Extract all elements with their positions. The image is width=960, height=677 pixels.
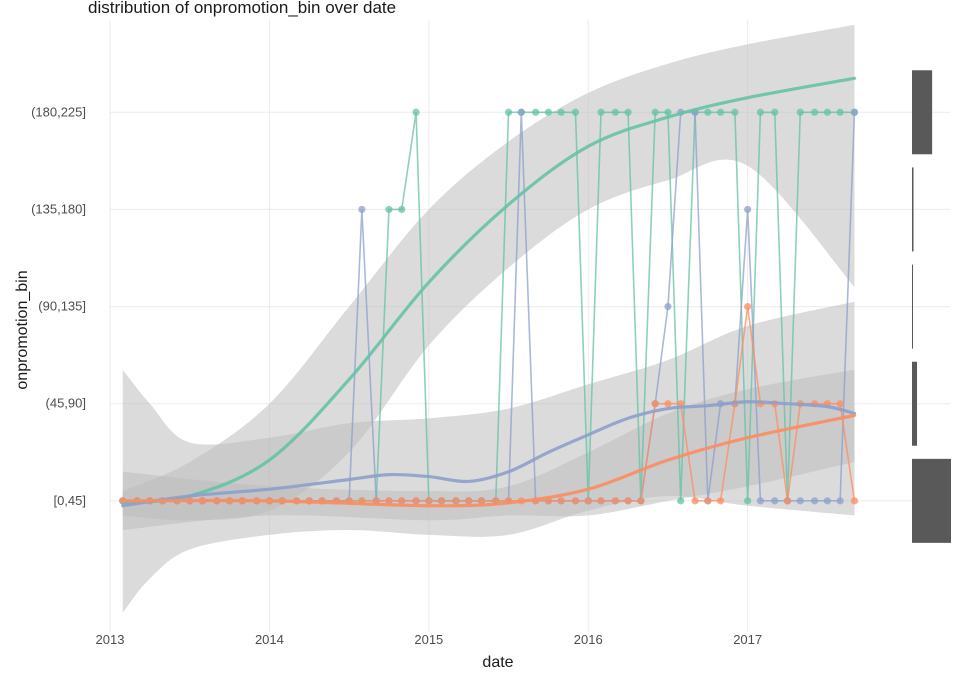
data-point <box>744 302 752 311</box>
trend-line <box>121 413 857 508</box>
data-point <box>756 497 765 505</box>
data-point <box>637 497 645 505</box>
data-point <box>465 497 473 505</box>
y-axis-title: onpromotion_bin <box>14 270 31 389</box>
y-tick-label: [0,45] <box>53 493 86 508</box>
data-point <box>651 108 659 116</box>
y-tick-label: (135,180] <box>31 201 86 216</box>
data-point <box>412 108 420 116</box>
data-point <box>850 108 859 116</box>
data-point <box>823 108 831 116</box>
data-point <box>716 497 725 505</box>
data-point <box>557 108 565 116</box>
data-point <box>811 497 819 505</box>
data-point <box>731 108 739 116</box>
data-point <box>836 497 844 505</box>
data-point <box>651 400 659 408</box>
data-point <box>716 108 725 116</box>
data-point <box>571 497 580 505</box>
x-tick-label: 2016 <box>574 632 603 647</box>
x-tick-label: 2013 <box>96 632 125 647</box>
data-point <box>744 497 752 505</box>
data-point <box>771 108 779 116</box>
data-point <box>624 108 632 116</box>
data-point <box>517 108 525 116</box>
data-point <box>704 108 712 116</box>
x-axis-ticks: 2013 2014 2015 2016 2017 <box>96 632 763 647</box>
data-point <box>691 497 699 505</box>
confidence-band <box>122 369 855 530</box>
data-point <box>544 108 552 116</box>
chart-title: distribution of onpromotion_bin over dat… <box>88 0 396 17</box>
data-point <box>437 497 446 505</box>
trend-line <box>121 400 857 508</box>
marginal-bar <box>912 167 914 252</box>
data-point <box>385 497 393 505</box>
confidence-bands <box>122 24 855 613</box>
data-point <box>532 108 540 116</box>
data-point <box>477 497 486 505</box>
data-point <box>744 205 752 214</box>
data-point <box>398 205 406 214</box>
data-point <box>611 497 619 505</box>
data-point <box>597 108 605 116</box>
data-point <box>597 497 605 505</box>
y-tick-label: (45,90] <box>46 396 86 411</box>
marginal-bar <box>912 70 933 155</box>
data-point <box>358 205 366 214</box>
data-point <box>611 108 619 116</box>
data-point <box>783 497 792 505</box>
data-point <box>811 108 819 116</box>
marginal-distribution <box>912 70 951 543</box>
x-axis-title: date <box>482 654 513 671</box>
confidence-band <box>122 24 855 521</box>
marginal-bar <box>912 264 913 349</box>
trend-line <box>121 76 857 505</box>
x-tick-label: 2014 <box>255 632 284 647</box>
x-tick-label: 2017 <box>733 632 762 647</box>
data-point <box>624 497 632 505</box>
data-point <box>412 497 420 505</box>
y-axis-ticks: [0,45] (45,90] (90,135] (135,180] (180,225] <box>31 104 86 508</box>
data-point <box>557 497 565 505</box>
data-point <box>796 108 804 116</box>
x-tick-label: 2015 <box>414 632 443 647</box>
marginal-bar <box>912 361 918 446</box>
data-point <box>425 497 433 505</box>
data-point <box>796 497 804 505</box>
data-point <box>385 205 393 214</box>
data-point <box>664 108 672 116</box>
data-point <box>771 497 779 505</box>
data-point <box>571 108 580 116</box>
data-point <box>677 497 685 505</box>
data-point <box>664 400 672 408</box>
data-point <box>398 497 406 505</box>
y-tick-label: (90,135] <box>38 299 86 314</box>
data-point <box>452 497 460 505</box>
data-point <box>584 497 592 505</box>
data-point <box>836 108 844 116</box>
confidence-band <box>122 301 855 613</box>
data-point <box>823 497 831 505</box>
data-point <box>756 108 765 116</box>
marginal-bar <box>912 458 951 543</box>
smooth-lines <box>121 76 857 508</box>
data-point <box>850 497 859 505</box>
data-point <box>504 108 513 116</box>
y-tick-label: (180,225] <box>31 104 86 119</box>
data-point <box>704 497 712 505</box>
data-point <box>836 400 844 408</box>
data-point <box>664 302 672 311</box>
